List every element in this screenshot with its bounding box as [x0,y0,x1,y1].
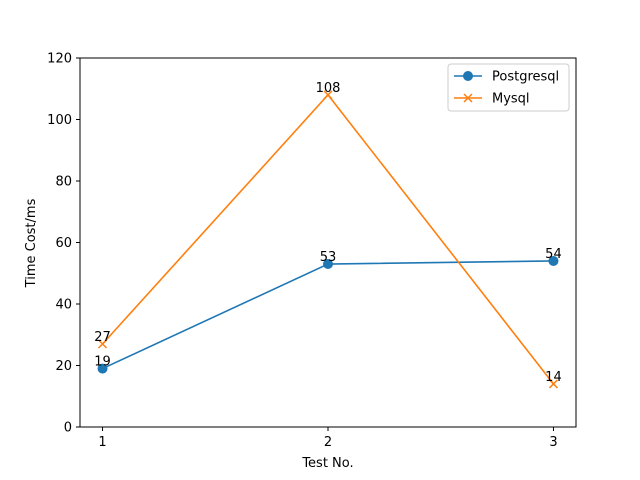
data-point-mysql [548,379,558,389]
y-axis-ticks: 0 20 40 60 80 100 120 [47,52,80,436]
legend-marker-postgresql [463,71,473,81]
series-postgresql: 19 53 54 [94,247,562,374]
legend: Postgresql Mysql [447,63,570,112]
x-tick-label: 1 [98,435,106,450]
x-tick-label: 2 [324,435,332,450]
data-label-postgresql: 19 [94,355,111,370]
y-tick-label: 120 [47,52,72,67]
data-point-postgresql [548,255,559,266]
x-axis-label: Test No. [301,456,353,471]
data-label-mysql: 14 [545,370,562,385]
data-point-postgresql [97,363,108,374]
data-label-mysql: 108 [316,81,341,96]
y-tick-label: 80 [55,175,72,190]
x-tick-label: 3 [549,435,557,450]
data-label-postgresql: 53 [320,250,337,265]
legend-item-postgresql: Postgresql [454,70,559,85]
data-point-mysql [323,90,333,100]
y-tick-label: 20 [55,359,72,374]
data-label-postgresql: 54 [545,247,562,262]
y-axis-label: Time Cost/ms [24,198,39,288]
legend-item-mysql: Mysql [454,92,530,107]
y-tick-label: 100 [47,113,72,128]
legend-label-mysql: Mysql [492,92,530,107]
legend-label-postgresql: Postgresql [492,70,559,85]
data-label-mysql: 27 [94,330,111,345]
y-tick-label: 60 [55,236,72,251]
y-tick-label: 40 [55,298,72,313]
data-point-postgresql [323,259,333,270]
series-mysql: 27 108 14 [94,81,562,389]
legend-marker-mysql [463,93,473,103]
y-tick-label: 0 [64,421,72,436]
data-point-mysql [98,339,108,349]
series-layer: 19 53 54 27 108 14 [94,81,562,389]
x-axis-ticks: 1 2 3 [98,427,558,450]
